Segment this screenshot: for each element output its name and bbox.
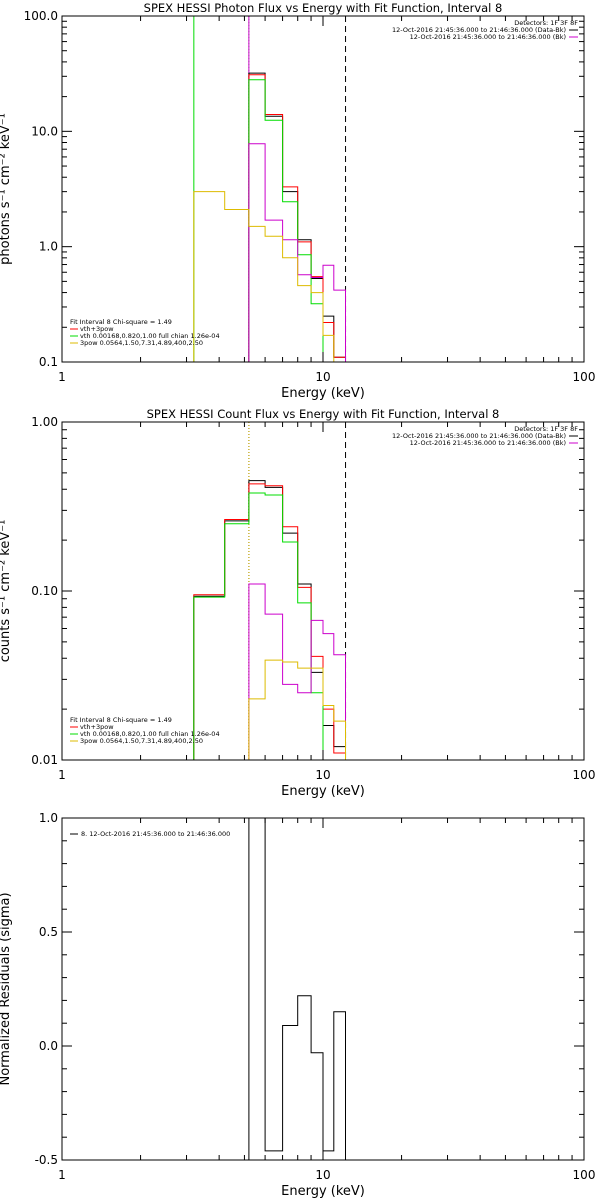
series-step-2 (193, 483, 346, 760)
y-tick-label: 0.0 (39, 1039, 58, 1053)
y-tick-label: 1.0 (39, 240, 58, 254)
x-tick-label: 100 (573, 768, 596, 782)
x-tick-label: 10 (315, 370, 330, 384)
fit-legend-header: Fit Interval 8 Chi-square = 1.49 (70, 318, 172, 326)
fit-legend-item: vth 0.00168,0.820,1.00 full chian 1.26e-… (80, 332, 220, 340)
fit-legend-item: vth+3pow (80, 723, 114, 731)
x-axis-label: Energy (keV) (281, 1184, 365, 1199)
y-axis-label: photons s⁻¹ cm⁻² keV⁻¹ (0, 113, 13, 265)
fit-legend-item: vth+3pow (80, 325, 114, 333)
x-tick-label: 10 (315, 768, 330, 782)
y-tick-label: 10.0 (31, 124, 58, 138)
x-tick-label: 10 (315, 1168, 330, 1182)
y-axis-label: counts s⁻¹ cm⁻² keV⁻¹ (0, 520, 13, 663)
x-tick-label: 100 (573, 370, 596, 384)
series-step-1 (248, 818, 346, 1160)
data-legend-item: 12-Oct-2016 21:45:36.000 to 21:46:36.000… (410, 439, 566, 447)
plot-panel-1: 1 10 100 0.1 1.0 10.0 100.0 SPEX HESSI Photon F… (0, 1, 595, 401)
series-step-5 (193, 191, 346, 362)
y-tick-label: 0.10 (31, 584, 58, 598)
data-legend-item: 12-Oct-2016 21:45:36.000 to 21:46:36.000… (392, 26, 566, 34)
series-step-4 (248, 583, 346, 760)
plot-panel-3: 1 10 100 -0.5 0.0 0.5 1.0 Energy (keV) Normalize… (0, 811, 595, 1199)
y-tick-label: 1.0 (39, 811, 58, 825)
y-axis-label: Normalized Residuals (sigma) (0, 892, 13, 1085)
plot-area (193, 422, 347, 760)
data-legend-header: Detectors: 1F 3F 8F (514, 19, 578, 27)
residuals-legend-item: 8. 12-Oct-2016 21:45:36.000 to 21:46:36.… (81, 830, 230, 838)
fit-legend: Fit Interval 8 Chi-square = 1.49vth+3pow… (70, 716, 220, 745)
data-legend-item: 12-Oct-2016 21:45:36.000 to 21:46:36.000… (392, 432, 566, 440)
data-legend-item: 12-Oct-2016 21:45:36.000 to 21:46:36.000… (410, 33, 566, 41)
fit-legend-item: vth 0.00168,0.820,1.00 full chian 1.26e-… (80, 730, 220, 738)
series-step-5 (248, 659, 346, 760)
series-step-3 (193, 492, 324, 760)
plot-panel-2: 1 10 100 0.01 0.10 1.00 SPEX HESSI Count Flux … (0, 407, 596, 799)
fit-legend-item: 3pow 0.0564,1.50,7.31,4.89,400,2.50 (80, 737, 203, 745)
y-tick-label: 1.00 (31, 415, 58, 429)
x-axis-label: Energy (keV) (281, 784, 365, 799)
y-tick-label: -0.5 (35, 1153, 58, 1167)
series-step-1 (193, 480, 346, 760)
chart-title: SPEX HESSI Photon Flux vs Energy with Fi… (144, 1, 503, 15)
y-tick-label: 100.0 (24, 9, 58, 23)
x-tick-label: 100 (573, 1168, 596, 1182)
y-tick-label: 0.5 (39, 925, 58, 939)
x-axis-label: Energy (keV) (281, 386, 365, 401)
x-tick-label: 1 (58, 370, 66, 384)
plot-area (248, 818, 346, 1160)
fit-legend-item: 3pow 0.0564,1.50,7.31,4.89,400,2.50 (80, 339, 203, 347)
data-legend-header: Detectors: 1F 3F 8F (514, 425, 578, 433)
y-tick-label: 0.1 (39, 355, 58, 369)
x-tick-label: 1 (58, 1168, 66, 1182)
chart-title: SPEX HESSI Count Flux vs Energy with Fit… (147, 407, 500, 421)
fit-legend: Fit Interval 8 Chi-square = 1.49vth+3pow… (70, 318, 220, 347)
fit-legend-header: Fit Interval 8 Chi-square = 1.49 (70, 716, 172, 724)
series-step-4 (248, 143, 346, 362)
plot-area (193, 16, 347, 362)
x-tick-label: 1 (58, 768, 66, 782)
residuals-legend: 8. 12-Oct-2016 21:45:36.000 to 21:46:36.… (70, 830, 230, 838)
series-step-3 (248, 79, 346, 362)
y-tick-label: 0.01 (31, 753, 58, 767)
